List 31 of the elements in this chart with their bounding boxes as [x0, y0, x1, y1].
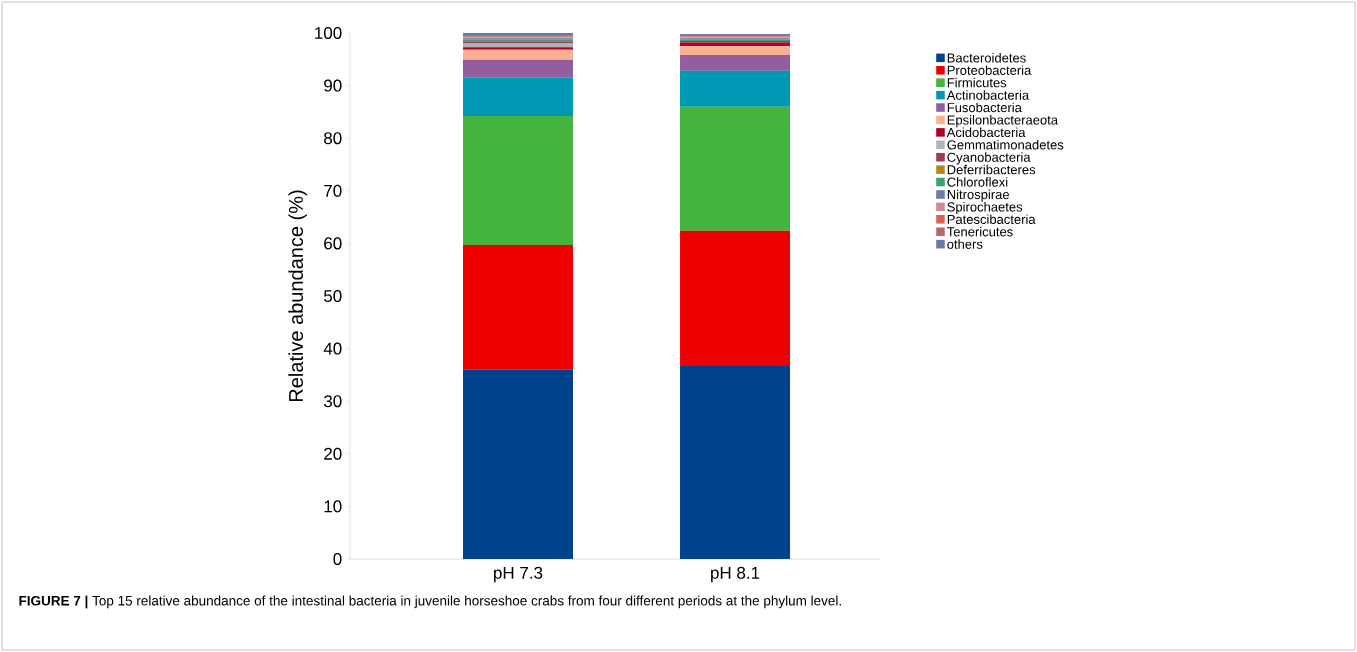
legend-label: Bacteroidetes: [947, 52, 1026, 63]
y-tick-label: 30: [323, 395, 342, 408]
y-tick-label: 50: [323, 289, 342, 303]
legend-label: Nitrospirae: [947, 189, 1010, 202]
legend-label: others: [947, 239, 983, 249]
legend-label: Cyanobacteria: [947, 152, 1031, 165]
y-tick-label: 10: [324, 500, 342, 513]
legend-label: Firmicutes: [947, 77, 1007, 88]
legend-label: Patescibacteria: [947, 214, 1036, 224]
x-tick-label: pH 8.1: [711, 566, 760, 583]
legend-label: Tenericutes: [947, 226, 1013, 237]
text: FIGURE 7 | Top 15 relative abundance of the intestinal bacteria in juvenile horseshoe crabs from four different periods at the phylum level.: [19, 595, 841, 609]
y-tick-label: 40: [323, 342, 342, 355]
y-tick-label: 0: [333, 552, 342, 566]
legend-label: Proteobacteria: [947, 65, 1032, 75]
legend-label: Acidobacteria: [946, 127, 1026, 138]
y-tick-label: 70: [324, 184, 342, 197]
y-tick-label: 100: [315, 26, 342, 40]
y-tick-label: 60: [324, 237, 342, 250]
legend-label: Actinobacteria: [946, 90, 1030, 100]
legend-label: Deferribacteres: [947, 164, 1036, 175]
x-tick-label: pH 7.3: [494, 566, 543, 583]
y-tick-label: 80: [324, 132, 342, 145]
y-tick-label: 20: [324, 447, 342, 460]
legend-label: Spirochaetes: [947, 202, 1023, 215]
y-axis-title: Relative abundance (%): [288, 190, 307, 402]
y-tick-label: 90: [324, 79, 342, 92]
legend-label: Epsilonbacteraeota: [947, 115, 1059, 128]
legend-label: Fusobacteria: [947, 102, 1022, 113]
legend-label: Gemmatimonadetes: [947, 139, 1064, 150]
legend-label: Chloroflexi: [947, 177, 1008, 187]
